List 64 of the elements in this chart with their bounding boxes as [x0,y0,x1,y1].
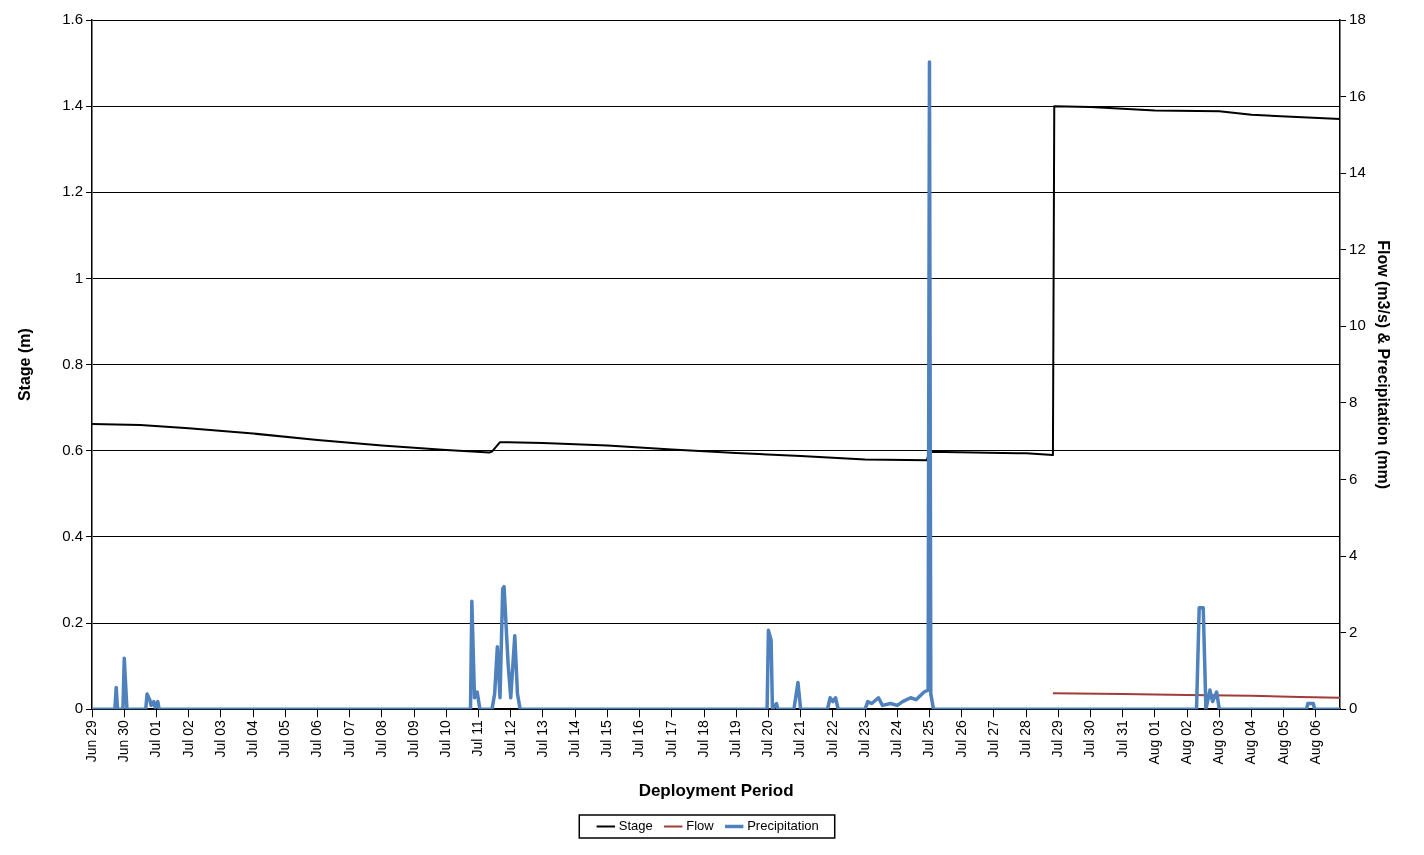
y2-tick-label: 16 [1349,86,1366,104]
x-tick-label: Jul 07 [340,720,357,758]
x-tick-label: Jul 02 [179,720,196,758]
y-axis-title: Stage (m) [16,328,34,402]
y-tick-label: 0.6 [62,440,84,458]
y2-tick-label: 2 [1349,622,1358,640]
y-tick-label: 1.6 [62,10,84,28]
x-tick-label: Jul 28 [1016,720,1033,758]
x-tick-label: Jul 22 [823,720,840,758]
y2-tick-label: 6 [1349,469,1358,487]
x-tick-label: Jul 17 [662,720,679,758]
y-tick-label: 0.2 [62,613,84,631]
y-tick-label: 1.4 [62,96,84,114]
x-tick-label: Jul 20 [759,720,776,758]
x-tick-label: Jul 24 [888,720,905,758]
x-tick-label: Aug 01 [1145,720,1162,765]
x-tick-label: Jul 30 [1081,720,1098,758]
x-tick-label: Jul 16 [630,720,647,758]
x-tick-label: Jul 18 [694,720,711,758]
x-tick-label: Aug 05 [1274,720,1291,765]
y2-tick-label: 18 [1349,10,1366,28]
y2-tick-label: 12 [1349,239,1366,257]
x-tick-label: Jul 05 [276,720,293,758]
legend-label: Precipitation [747,818,819,834]
x-tick-label: Jul 23 [855,720,872,758]
x-tick-label: Aug 04 [1242,720,1259,765]
y-tick-label: 1 [74,268,84,286]
x-tick-label: Jul 15 [598,720,615,758]
x-tick-label: Jul 13 [533,720,550,758]
x-tick-label: Jul 31 [1113,720,1130,758]
y-tick-label: 1.2 [62,182,84,200]
y-tick-label: 0.4 [62,527,84,545]
x-tick-label: Jul 27 [984,720,1001,758]
x-tick-label: Jul 06 [308,720,325,758]
x-tick-label: Aug 03 [1210,720,1227,765]
legend-label: Flow [686,818,715,834]
y2-tick-label: 0 [1349,699,1358,717]
x-tick-label: Jul 29 [1049,720,1066,758]
x-tick-label: Jul 01 [147,720,164,758]
y-tick-label: 0 [74,699,84,717]
x-tick-label: Jul 19 [727,720,744,758]
y2-tick-label: 8 [1349,393,1358,411]
x-tick-label: Jul 09 [404,720,421,758]
x-tick-label: Jul 26 [952,720,969,758]
x-tick-label: Jul 03 [211,720,228,758]
y2-tick-label: 4 [1349,546,1358,564]
x-axis-title: Deployment Period [638,781,794,801]
y-tick-label: 0.8 [62,354,84,372]
x-tick-label: Jul 14 [566,720,583,758]
x-tick-label: Jul 04 [243,720,260,758]
y2-tick-label: 14 [1349,163,1366,181]
x-tick-label: Jun 29 [82,720,99,763]
x-tick-label: Aug 02 [1177,720,1194,765]
y2-axis-title: Flow (m3/s) & Precipitation (mm) [1374,240,1392,490]
x-tick-label: Jun 30 [115,720,132,763]
x-tick-label: Jul 25 [920,720,937,758]
x-tick-label: Jul 08 [372,720,389,758]
x-tick-label: Jul 12 [501,720,518,758]
x-tick-label: Jul 21 [791,720,808,758]
x-tick-label: Jul 11 [469,720,486,757]
x-tick-label: Jul 10 [437,720,454,758]
legend-label: Stage [618,818,653,834]
x-tick-label: Aug 06 [1306,720,1323,765]
y2-tick-label: 10 [1349,316,1366,334]
